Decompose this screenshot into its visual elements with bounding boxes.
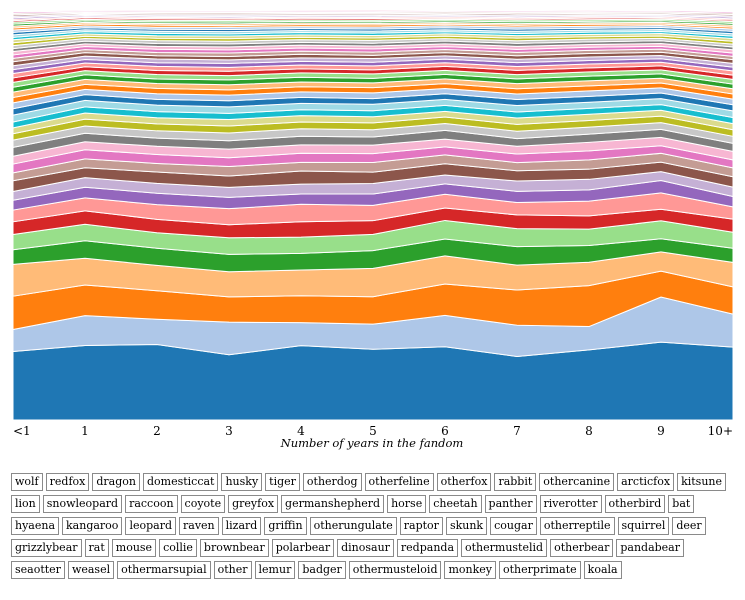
legend-button-dinosaur[interactable]: dinosaur bbox=[337, 539, 394, 557]
legend-button-snowleopard[interactable]: snowleopard bbox=[42, 495, 123, 513]
legend-button-koala[interactable]: koala bbox=[583, 561, 622, 579]
legend-button-othermusteloid[interactable]: othermusteloid bbox=[348, 561, 442, 579]
legend-button-otherfox[interactable]: otherfox bbox=[436, 473, 492, 491]
legend-button-tiger[interactable]: tiger bbox=[265, 473, 300, 491]
legend-button-polarbear[interactable]: polarbear bbox=[271, 539, 335, 557]
x-tick-label: 6 bbox=[441, 424, 449, 438]
legend-button-othercanine[interactable]: othercanine bbox=[539, 473, 615, 491]
legend-button-skunk[interactable]: skunk bbox=[445, 517, 488, 535]
streamgraph-chart: <1 1 2 3 4 5 6 7 8 9 10+ Number of years in the fa… bbox=[12, 5, 734, 450]
legend-button-leopard[interactable]: leopard bbox=[125, 517, 176, 535]
x-tick-label: 7 bbox=[513, 424, 521, 438]
legend-button-raccoon[interactable]: raccoon bbox=[125, 495, 178, 513]
legend-button-otherungulate[interactable]: otherungulate bbox=[309, 517, 397, 535]
x-tick-label: <1 bbox=[13, 424, 31, 438]
legend-button-dragon[interactable]: dragon bbox=[92, 473, 140, 491]
legend-button-coyote[interactable]: coyote bbox=[180, 495, 226, 513]
legend-button-redfox[interactable]: redfox bbox=[45, 473, 90, 491]
legend-button-cougar[interactable]: cougar bbox=[490, 517, 537, 535]
legend-button-lizard[interactable]: lizard bbox=[221, 517, 262, 535]
legend-button-raven[interactable]: raven bbox=[179, 517, 219, 535]
legend-button-badger[interactable]: badger bbox=[298, 561, 346, 579]
legend-button-lion[interactable]: lion bbox=[11, 495, 40, 513]
legend-button-otherfeline[interactable]: otherfeline bbox=[364, 473, 434, 491]
legend-button-germanshepherd[interactable]: germanshepherd bbox=[281, 495, 385, 513]
legend-button-deer[interactable]: deer bbox=[672, 517, 706, 535]
x-tick-label: 3 bbox=[225, 424, 233, 438]
legend-button-otherreptile[interactable]: otherreptile bbox=[539, 517, 615, 535]
legend-button-brownbear[interactable]: brownbear bbox=[199, 539, 269, 557]
legend-button-wolf[interactable]: wolf bbox=[11, 473, 43, 491]
legend-button-seaotter[interactable]: seaotter bbox=[11, 561, 65, 579]
legend-button-horse[interactable]: horse bbox=[387, 495, 427, 513]
legend-button-hyaena[interactable]: hyaena bbox=[11, 517, 60, 535]
x-tick-label: 5 bbox=[369, 424, 377, 438]
legend-button-grizzlybear[interactable]: grizzlybear bbox=[11, 539, 82, 557]
legend-button-panther[interactable]: panther bbox=[484, 495, 537, 513]
legend-button-other[interactable]: other bbox=[213, 561, 252, 579]
legend-button-greyfox[interactable]: greyfox bbox=[228, 495, 279, 513]
stacked-area-layers bbox=[12, 5, 734, 421]
x-tick-label: 8 bbox=[585, 424, 593, 438]
legend-button-kitsune[interactable]: kitsune bbox=[677, 473, 727, 491]
legend-button-bat[interactable]: bat bbox=[668, 495, 695, 513]
legend-button-cheetah[interactable]: cheetah bbox=[429, 495, 482, 513]
x-axis-ticks: <1 1 2 3 4 5 6 7 8 9 10+ bbox=[13, 424, 733, 438]
legend-button-squirrel[interactable]: squirrel bbox=[617, 517, 670, 535]
legend-button-rabbit[interactable]: rabbit bbox=[494, 473, 537, 491]
legend-button-othermustelid[interactable]: othermustelid bbox=[461, 539, 548, 557]
area-layer-wolf[interactable] bbox=[12, 341, 734, 421]
legend-button-rat[interactable]: rat bbox=[84, 539, 109, 557]
legend-button-arcticfox[interactable]: arcticfox bbox=[617, 473, 675, 491]
x-tick-label: 4 bbox=[297, 424, 305, 438]
legend-button-weasel[interactable]: weasel bbox=[67, 561, 115, 579]
legend-button-otherdog[interactable]: otherdog bbox=[302, 473, 362, 491]
legend-button-lemur[interactable]: lemur bbox=[254, 561, 296, 579]
legend-button-riverotter[interactable]: riverotter bbox=[539, 495, 602, 513]
legend-button-otherbear[interactable]: otherbear bbox=[550, 539, 614, 557]
legend-button-domesticcat[interactable]: domesticcat bbox=[142, 473, 219, 491]
legend-button-otherbird[interactable]: otherbird bbox=[604, 495, 666, 513]
x-tick-label: 2 bbox=[153, 424, 161, 438]
legend-button-husky[interactable]: husky bbox=[221, 473, 263, 491]
legend-button-monkey[interactable]: monkey bbox=[444, 561, 497, 579]
x-tick-label: 10+ bbox=[708, 424, 733, 438]
legend-button-griffin[interactable]: griffin bbox=[264, 517, 307, 535]
x-tick-label: 9 bbox=[657, 424, 665, 438]
x-tick-label: 1 bbox=[81, 424, 89, 438]
legend-button-otherprimate[interactable]: otherprimate bbox=[499, 561, 581, 579]
area-layer-koala[interactable] bbox=[12, 5, 734, 8]
legend-button-redpanda[interactable]: redpanda bbox=[396, 539, 458, 557]
legend-button-pandabear[interactable]: pandabear bbox=[616, 539, 684, 557]
x-axis-title: Number of years in the fandom bbox=[280, 436, 464, 450]
species-legend: wolf redfox dragon domesticcat husky tiger oth… bbox=[11, 473, 733, 583]
legend-button-raptor[interactable]: raptor bbox=[399, 517, 443, 535]
legend-button-kangaroo[interactable]: kangaroo bbox=[62, 517, 123, 535]
legend-button-collie[interactable]: collie bbox=[159, 539, 197, 557]
legend-button-othermarsupial[interactable]: othermarsupial bbox=[117, 561, 211, 579]
legend-button-mouse[interactable]: mouse bbox=[111, 539, 157, 557]
